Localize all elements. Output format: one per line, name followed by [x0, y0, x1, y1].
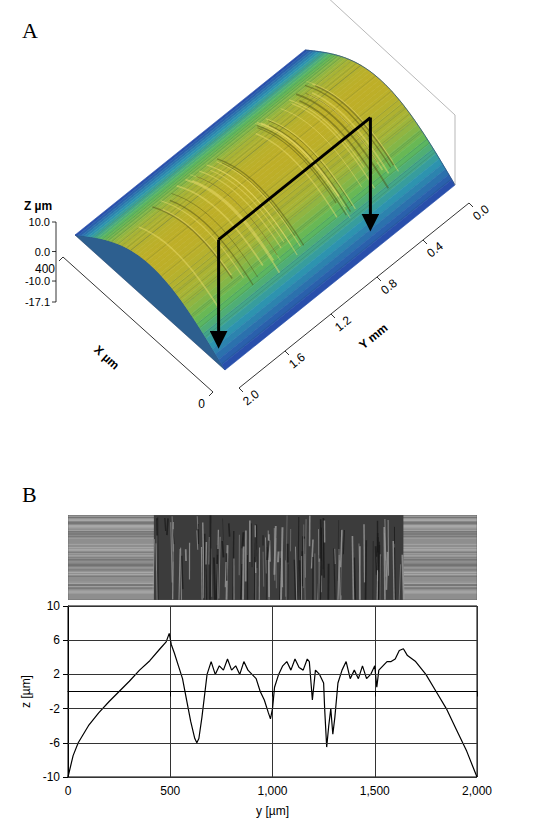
- svg-text:400: 400: [35, 262, 55, 276]
- svg-text:-10.0: -10.0: [25, 275, 50, 287]
- svg-text:0.4: 0.4: [424, 239, 446, 261]
- svg-text:0.8: 0.8: [378, 276, 400, 298]
- svg-text:1,000: 1,000: [257, 784, 287, 798]
- svg-text:-10: -10: [43, 770, 61, 784]
- svg-text:0: 0: [198, 397, 205, 411]
- svg-text:10: 10: [47, 600, 61, 613]
- svg-text:6: 6: [53, 633, 60, 647]
- svg-text:A: A: [22, 18, 38, 43]
- svg-text:2: 2: [53, 667, 60, 681]
- svg-text:1,500: 1,500: [360, 784, 390, 798]
- svg-text:1.6: 1.6: [286, 350, 308, 372]
- svg-text:0.0: 0.0: [35, 246, 50, 258]
- svg-text:-2: -2: [49, 702, 60, 716]
- svg-text:B: B: [22, 482, 37, 507]
- svg-text:Y mm: Y mm: [356, 321, 390, 352]
- svg-text:X µm: X µm: [91, 343, 122, 373]
- svg-text:-6: -6: [49, 736, 60, 750]
- svg-text:2,000: 2,000: [462, 784, 492, 798]
- svg-text:0: 0: [65, 784, 72, 798]
- svg-text:0.0: 0.0: [470, 202, 492, 224]
- svg-text:y [µm]: y [µm]: [256, 804, 289, 818]
- svg-text:2.0: 2.0: [240, 387, 262, 409]
- svg-text:10.0: 10.0: [29, 216, 50, 228]
- svg-text:1.2: 1.2: [332, 313, 354, 335]
- svg-text:z [µm]: z [µm]: [19, 675, 33, 708]
- svg-text:500: 500: [160, 784, 180, 798]
- svg-text:-17.1: -17.1: [25, 296, 50, 308]
- svg-text:Z µm: Z µm: [24, 199, 52, 213]
